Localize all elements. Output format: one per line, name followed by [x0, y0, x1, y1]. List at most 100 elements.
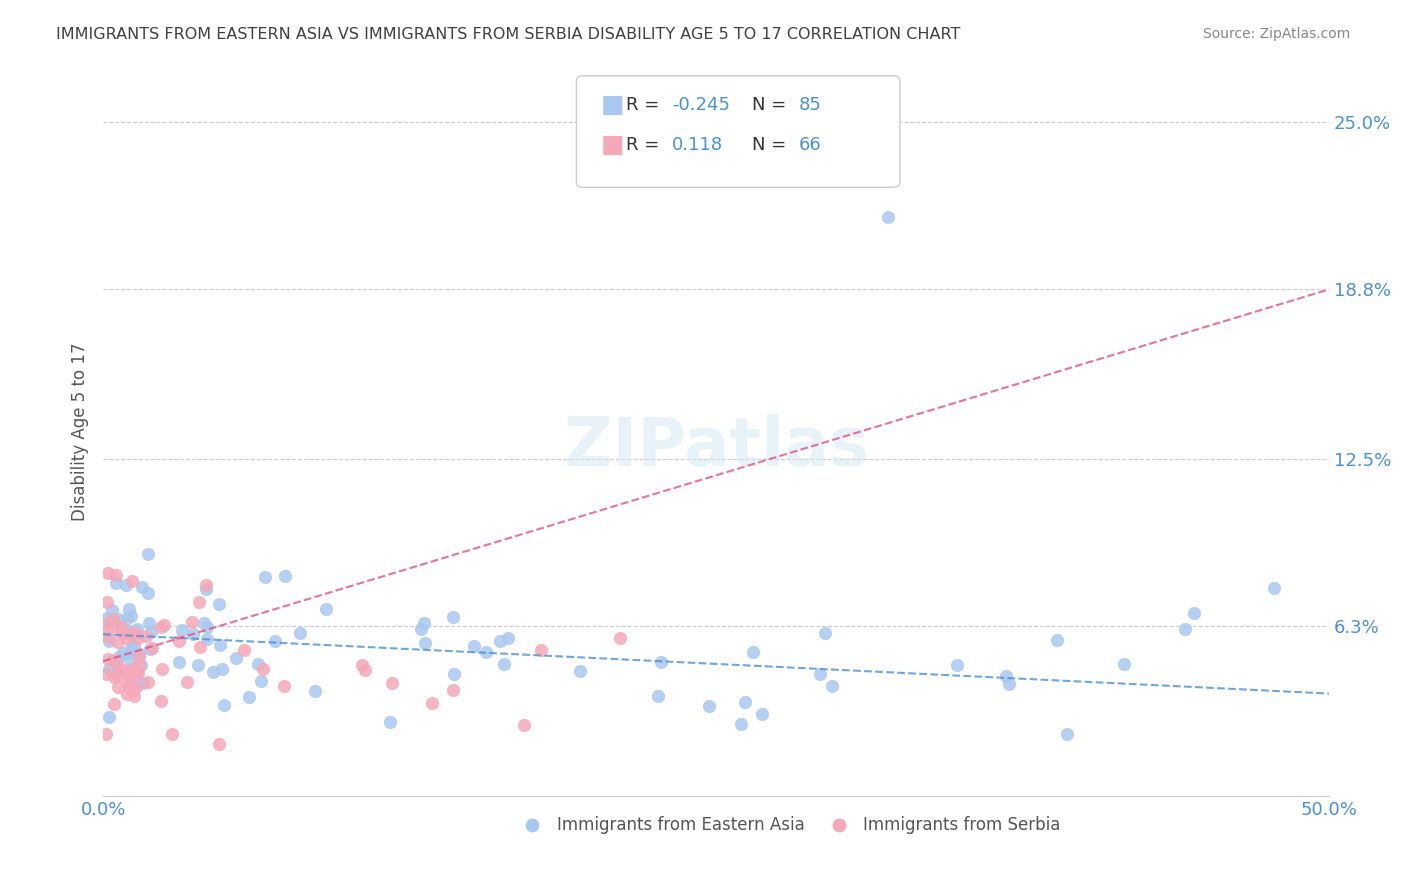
- Point: [124, 681, 146, 695]
- Point: [131, 581, 153, 595]
- Point: [96, 624, 118, 638]
- Point: [97, 631, 120, 645]
- Point: [118, 670, 141, 684]
- Point: [97, 651, 120, 665]
- Point: [1114, 657, 1136, 671]
- Point: [1182, 606, 1205, 620]
- Point: [111, 662, 134, 676]
- Point: [136, 586, 159, 600]
- Point: [411, 622, 433, 636]
- Point: [187, 657, 209, 672]
- Point: [112, 626, 135, 640]
- Point: [650, 656, 672, 670]
- Point: [441, 610, 464, 624]
- Point: [1174, 622, 1197, 636]
- Point: [730, 717, 752, 731]
- Point: [122, 639, 145, 653]
- Point: [108, 650, 131, 665]
- Point: [273, 679, 295, 693]
- Point: [181, 627, 204, 641]
- Point: [98, 633, 121, 648]
- Point: [124, 626, 146, 640]
- Point: [995, 669, 1018, 683]
- Point: [194, 582, 217, 596]
- Point: [112, 646, 135, 660]
- Point: [149, 619, 172, 633]
- Y-axis label: Disability Age 5 to 17: Disability Age 5 to 17: [72, 343, 89, 522]
- Point: [208, 639, 231, 653]
- Point: [609, 631, 631, 645]
- Point: [94, 616, 117, 631]
- Point: [97, 662, 120, 676]
- Point: [129, 657, 152, 672]
- Point: [1056, 727, 1078, 741]
- Point: [135, 629, 157, 643]
- Point: [214, 698, 236, 712]
- Text: 0.118: 0.118: [672, 136, 723, 153]
- Text: IMMIGRANTS FROM EASTERN ASIA VS IMMIGRANTS FROM SERBIA DISABILITY AGE 5 TO 17 CO: IMMIGRANTS FROM EASTERN ASIA VS IMMIGRAN…: [56, 27, 960, 42]
- Point: [734, 695, 756, 709]
- Point: [820, 679, 842, 693]
- Point: [110, 620, 132, 634]
- Point: [118, 652, 141, 666]
- Point: [132, 676, 155, 690]
- Point: [105, 620, 128, 634]
- Point: [814, 625, 837, 640]
- Point: [225, 651, 247, 665]
- Point: [96, 595, 118, 609]
- Point: [139, 641, 162, 656]
- Point: [128, 647, 150, 661]
- Point: [115, 577, 138, 591]
- Point: [647, 690, 669, 704]
- Point: [117, 678, 139, 692]
- Point: [463, 639, 485, 653]
- Point: [120, 627, 142, 641]
- Point: [697, 698, 720, 713]
- Point: [107, 680, 129, 694]
- Point: [176, 675, 198, 690]
- Point: [150, 662, 173, 676]
- Point: [998, 676, 1021, 690]
- Point: [149, 694, 172, 708]
- Point: [122, 683, 145, 698]
- Point: [138, 675, 160, 690]
- Point: [97, 710, 120, 724]
- Point: [180, 615, 202, 629]
- Point: [378, 715, 401, 730]
- Point: [103, 697, 125, 711]
- Point: [201, 665, 224, 680]
- Point: [127, 622, 149, 636]
- Text: R =: R =: [626, 96, 665, 114]
- Point: [751, 707, 773, 722]
- Point: [120, 640, 142, 655]
- Point: [141, 641, 163, 656]
- Point: [121, 574, 143, 589]
- Point: [104, 567, 127, 582]
- Text: ZIPatlas: ZIPatlas: [564, 414, 869, 480]
- Point: [121, 663, 143, 677]
- Point: [946, 658, 969, 673]
- Point: [96, 611, 118, 625]
- Point: [125, 664, 148, 678]
- Text: -0.245: -0.245: [672, 96, 730, 114]
- Point: [139, 625, 162, 640]
- Point: [420, 696, 443, 710]
- Point: [115, 611, 138, 625]
- Text: ■: ■: [600, 94, 624, 117]
- Point: [118, 646, 141, 660]
- Point: [115, 631, 138, 645]
- Point: [125, 673, 148, 688]
- Point: [208, 737, 231, 751]
- Point: [101, 612, 124, 626]
- Point: [138, 616, 160, 631]
- Point: [162, 727, 184, 741]
- Point: [107, 634, 129, 648]
- Point: [127, 666, 149, 681]
- Point: [208, 597, 231, 611]
- Point: [492, 657, 515, 671]
- Point: [195, 632, 218, 646]
- Point: [118, 680, 141, 694]
- Point: [513, 718, 536, 732]
- Point: [1263, 582, 1285, 596]
- Point: [254, 570, 277, 584]
